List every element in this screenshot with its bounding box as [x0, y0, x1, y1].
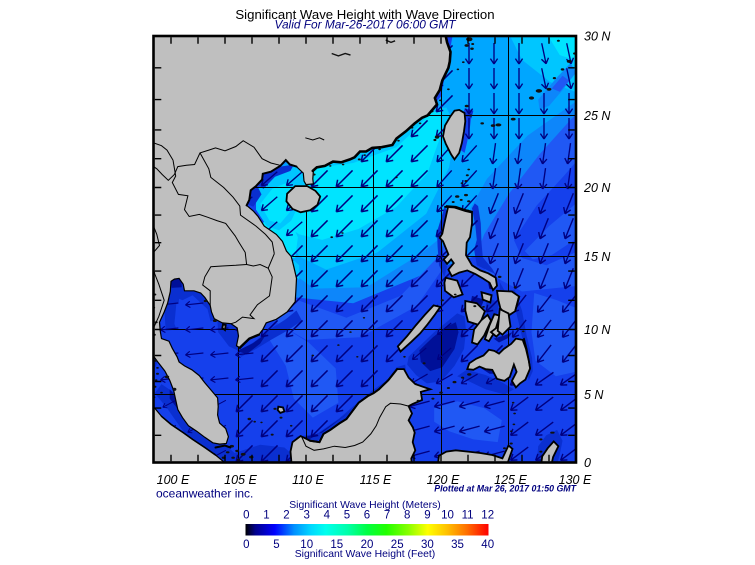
svg-text:0: 0 [584, 456, 591, 470]
svg-text:3: 3 [303, 510, 309, 522]
svg-text:Significant Wave Height (Feet): Significant Wave Height (Feet) [295, 549, 436, 560]
svg-text:0: 0 [243, 510, 249, 522]
svg-text:15: 15 [330, 539, 343, 551]
svg-text:15 N: 15 N [584, 250, 611, 264]
svg-text:10: 10 [300, 539, 313, 551]
svg-text:4: 4 [324, 510, 331, 522]
svg-text:Plotted at Mar 26, 2017 01:50: Plotted at Mar 26, 2017 01:50 GMT [434, 484, 576, 494]
svg-text:100 E: 100 E [157, 473, 190, 487]
svg-text:10: 10 [441, 510, 454, 522]
svg-text:20: 20 [361, 539, 374, 551]
svg-text:0: 0 [243, 539, 249, 551]
svg-text:Significant Wave Height (Meter: Significant Wave Height (Meters) [289, 500, 441, 511]
svg-text:25: 25 [391, 539, 404, 551]
svg-text:120 E: 120 E [427, 473, 460, 487]
svg-text:7: 7 [384, 510, 390, 522]
svg-text:110 E: 110 E [292, 473, 324, 487]
svg-text:8: 8 [404, 510, 410, 522]
svg-text:1: 1 [263, 510, 269, 522]
svg-text:5 N: 5 N [584, 388, 604, 402]
svg-text:125 E: 125 E [494, 473, 527, 487]
svg-text:35: 35 [451, 539, 464, 551]
svg-text:9: 9 [424, 510, 430, 522]
svg-text:11: 11 [462, 510, 474, 522]
svg-text:30 N: 30 N [584, 30, 611, 44]
svg-text:10 N: 10 N [584, 323, 611, 337]
svg-text:25 N: 25 N [583, 109, 611, 123]
svg-text:5: 5 [344, 510, 350, 522]
svg-text:30: 30 [421, 539, 434, 551]
svg-text:2: 2 [283, 510, 289, 522]
svg-text:105 E: 105 E [224, 473, 257, 487]
svg-text:Valid For Mar-26-2017 06:00 GM: Valid For Mar-26-2017 06:00 GMT [274, 18, 456, 32]
svg-text:115 E: 115 E [360, 473, 392, 487]
svg-text:20 N: 20 N [583, 181, 611, 195]
svg-text:40: 40 [481, 539, 494, 551]
svg-text:130 E: 130 E [559, 473, 592, 487]
svg-text:oceanweather inc.: oceanweather inc. [156, 487, 253, 501]
svg-text:12: 12 [481, 510, 494, 522]
svg-text:5: 5 [273, 539, 279, 551]
svg-text:6: 6 [364, 510, 370, 522]
svg-text:Significant Wave Height with W: Significant Wave Height with Wave Direct… [235, 7, 494, 22]
